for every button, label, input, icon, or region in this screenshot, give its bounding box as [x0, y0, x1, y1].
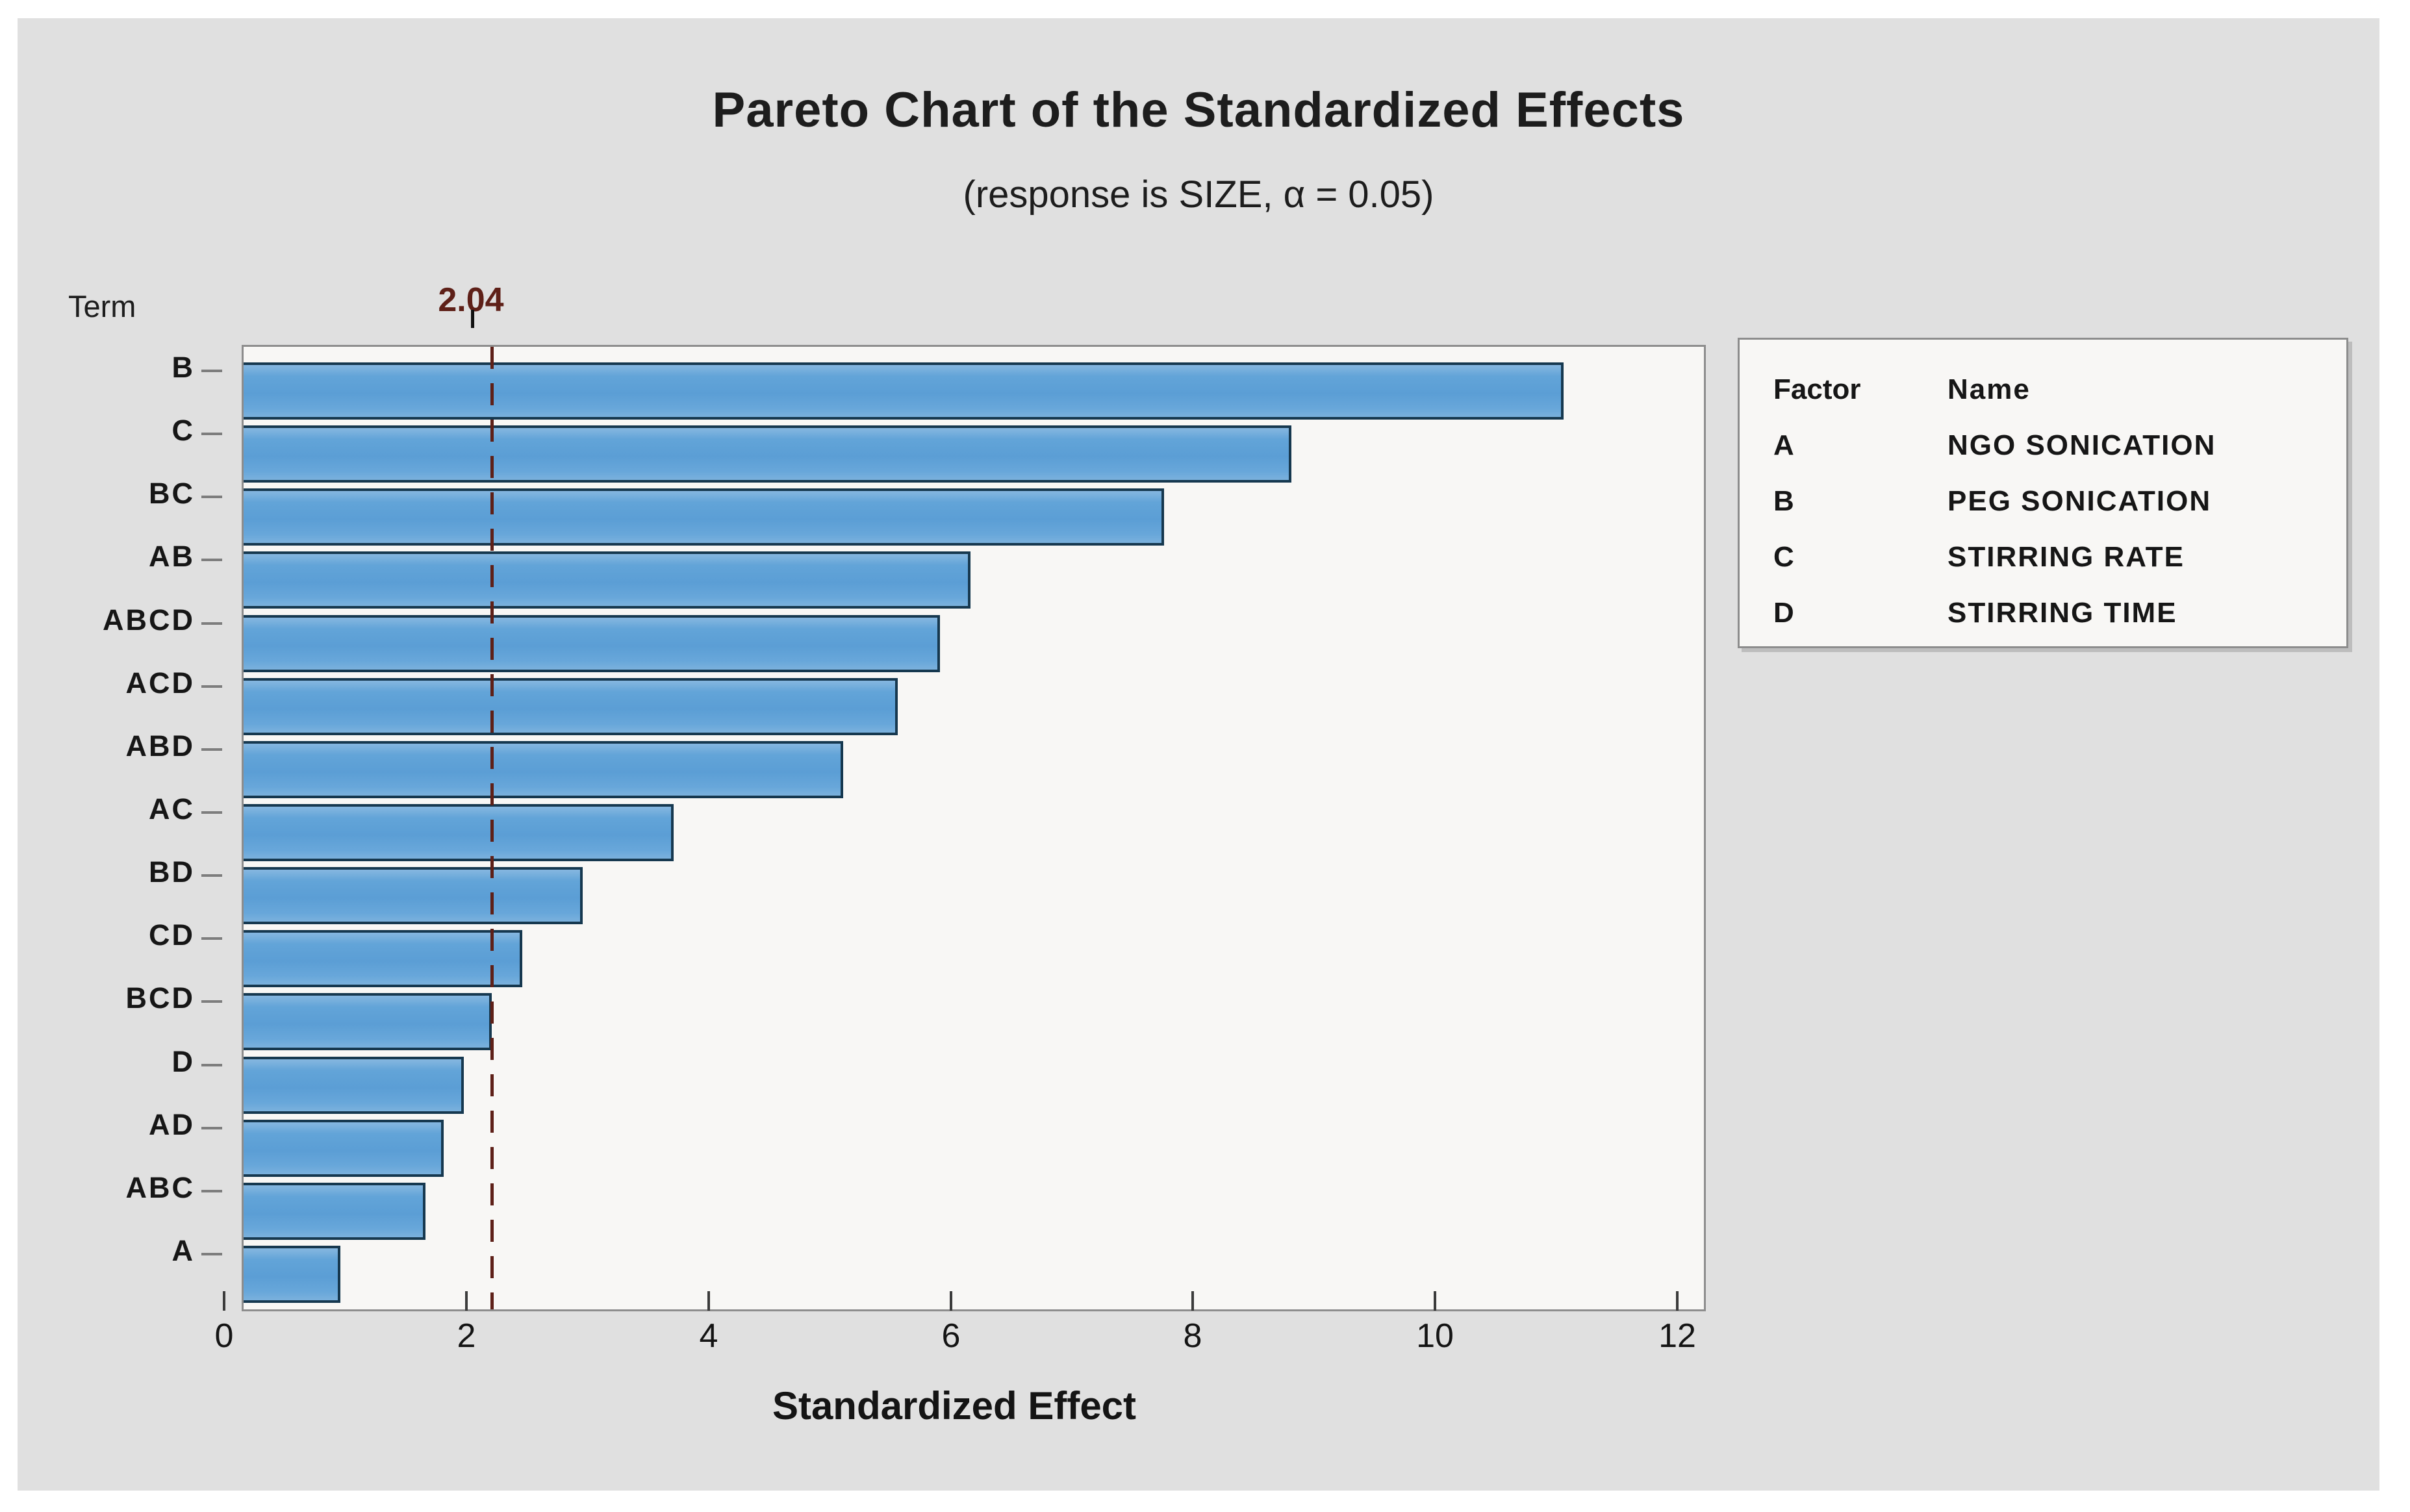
bar-AC	[244, 804, 674, 861]
bar-ABC	[244, 1182, 425, 1240]
x-tick	[465, 1291, 468, 1311]
bar-ACD	[244, 677, 898, 735]
bar-BCD	[244, 993, 492, 1051]
y-tick	[201, 874, 222, 877]
reference-line-top-tick	[471, 310, 474, 328]
bar-C	[244, 425, 1291, 483]
bar-ABD	[244, 740, 843, 798]
plot-area	[242, 345, 1706, 1311]
y-tick	[201, 433, 222, 435]
x-tick	[1676, 1291, 1679, 1311]
legend-name-cell: STIRRING RATE	[1947, 541, 2185, 573]
y-tick	[201, 685, 222, 688]
y-axis-label-BCD: BCD	[125, 981, 195, 1014]
y-axis-label-B: B	[171, 351, 195, 384]
y-tick	[201, 811, 222, 814]
x-axis-tick-label-2: 2	[457, 1317, 476, 1355]
y-tick	[201, 622, 222, 625]
y-tick	[201, 748, 222, 751]
bar-AB	[244, 551, 970, 609]
y-axis-label-CD: CD	[149, 918, 195, 951]
x-axis-tick-label-6: 6	[941, 1317, 961, 1355]
y-tick	[201, 1127, 222, 1129]
reference-line	[490, 347, 494, 1309]
bar-AD	[244, 1119, 444, 1177]
bar-BC	[244, 488, 1164, 546]
x-tick	[950, 1291, 952, 1311]
bar-CD	[244, 930, 522, 988]
x-tick	[223, 1291, 225, 1311]
legend-factor-cell: Factor	[1773, 373, 1861, 405]
x-axis-tick-label-12: 12	[1658, 1317, 1696, 1355]
bar-ABCD	[244, 614, 940, 672]
chart-title: Pareto Chart of the Standardized Effects	[712, 82, 1685, 138]
factor-legend: Factor Name A NGO SONICATION B PEG SONICATION…	[1738, 338, 2348, 648]
y-tick	[201, 937, 222, 940]
legend-name-cell: Name	[1947, 373, 2031, 405]
y-axis-label-ABC: ABC	[125, 1171, 195, 1204]
y-axis-label-AC: AC	[149, 792, 195, 825]
y-axis-label-AD: AD	[149, 1108, 195, 1141]
y-axis-label-ABCD: ABCD	[103, 603, 195, 636]
y-axis-label-AB: AB	[149, 540, 195, 573]
y-tick	[201, 370, 222, 372]
legend-row-B: B PEG SONICATION	[1773, 473, 2333, 529]
legend-factor-cell: C	[1773, 541, 1794, 573]
chart-subtitle: (response is SIZE, α = 0.05)	[963, 173, 1434, 216]
x-axis-tick-label-8: 8	[1183, 1317, 1202, 1355]
legend-header: Factor Name	[1773, 362, 2333, 418]
y-axis-caption: Term	[68, 289, 136, 323]
y-axis-label-ACD: ACD	[125, 666, 195, 699]
x-axis-title: Standardized Effect	[772, 1384, 1137, 1428]
x-tick	[707, 1291, 710, 1311]
y-axis-label-D: D	[171, 1045, 195, 1078]
y-axis-label-A: A	[171, 1234, 195, 1267]
y-axis-label-BD: BD	[149, 855, 195, 888]
x-tick	[1434, 1291, 1436, 1311]
y-tick	[201, 1064, 222, 1066]
bar-BD	[244, 867, 583, 925]
bar-D	[244, 1056, 464, 1114]
legend-row-C: C STIRRING RATE	[1773, 529, 2333, 585]
legend-row-D: D STIRRING TIME	[1773, 585, 2333, 641]
y-axis-label-C: C	[171, 414, 195, 447]
bar-B	[244, 362, 1564, 420]
y-tick	[201, 559, 222, 561]
y-axis-label-BC: BC	[149, 477, 195, 510]
y-axis-label-ABD: ABD	[125, 729, 195, 762]
y-tick	[201, 1000, 222, 1003]
legend-name-cell: PEG SONICATION	[1947, 485, 2212, 517]
legend-factor-cell: D	[1773, 597, 1794, 629]
x-axis-tick-label-10: 10	[1416, 1317, 1454, 1355]
figure-panel: Pareto Chart of the Standardized Effects…	[18, 18, 2379, 1491]
y-tick	[201, 1253, 222, 1255]
legend-factor-cell: A	[1773, 429, 1794, 461]
x-axis-tick-label-4: 4	[699, 1317, 718, 1355]
y-tick	[201, 1190, 222, 1192]
x-tick	[1191, 1291, 1194, 1311]
legend-factor-cell: B	[1773, 485, 1794, 517]
legend-name-cell: STIRRING TIME	[1947, 597, 2177, 629]
x-axis-tick-label-0: 0	[214, 1317, 234, 1355]
legend-row-A: A NGO SONICATION	[1773, 418, 2333, 473]
y-tick	[201, 496, 222, 498]
legend-name-cell: NGO SONICATION	[1947, 429, 2216, 461]
bar-A	[244, 1246, 340, 1303]
